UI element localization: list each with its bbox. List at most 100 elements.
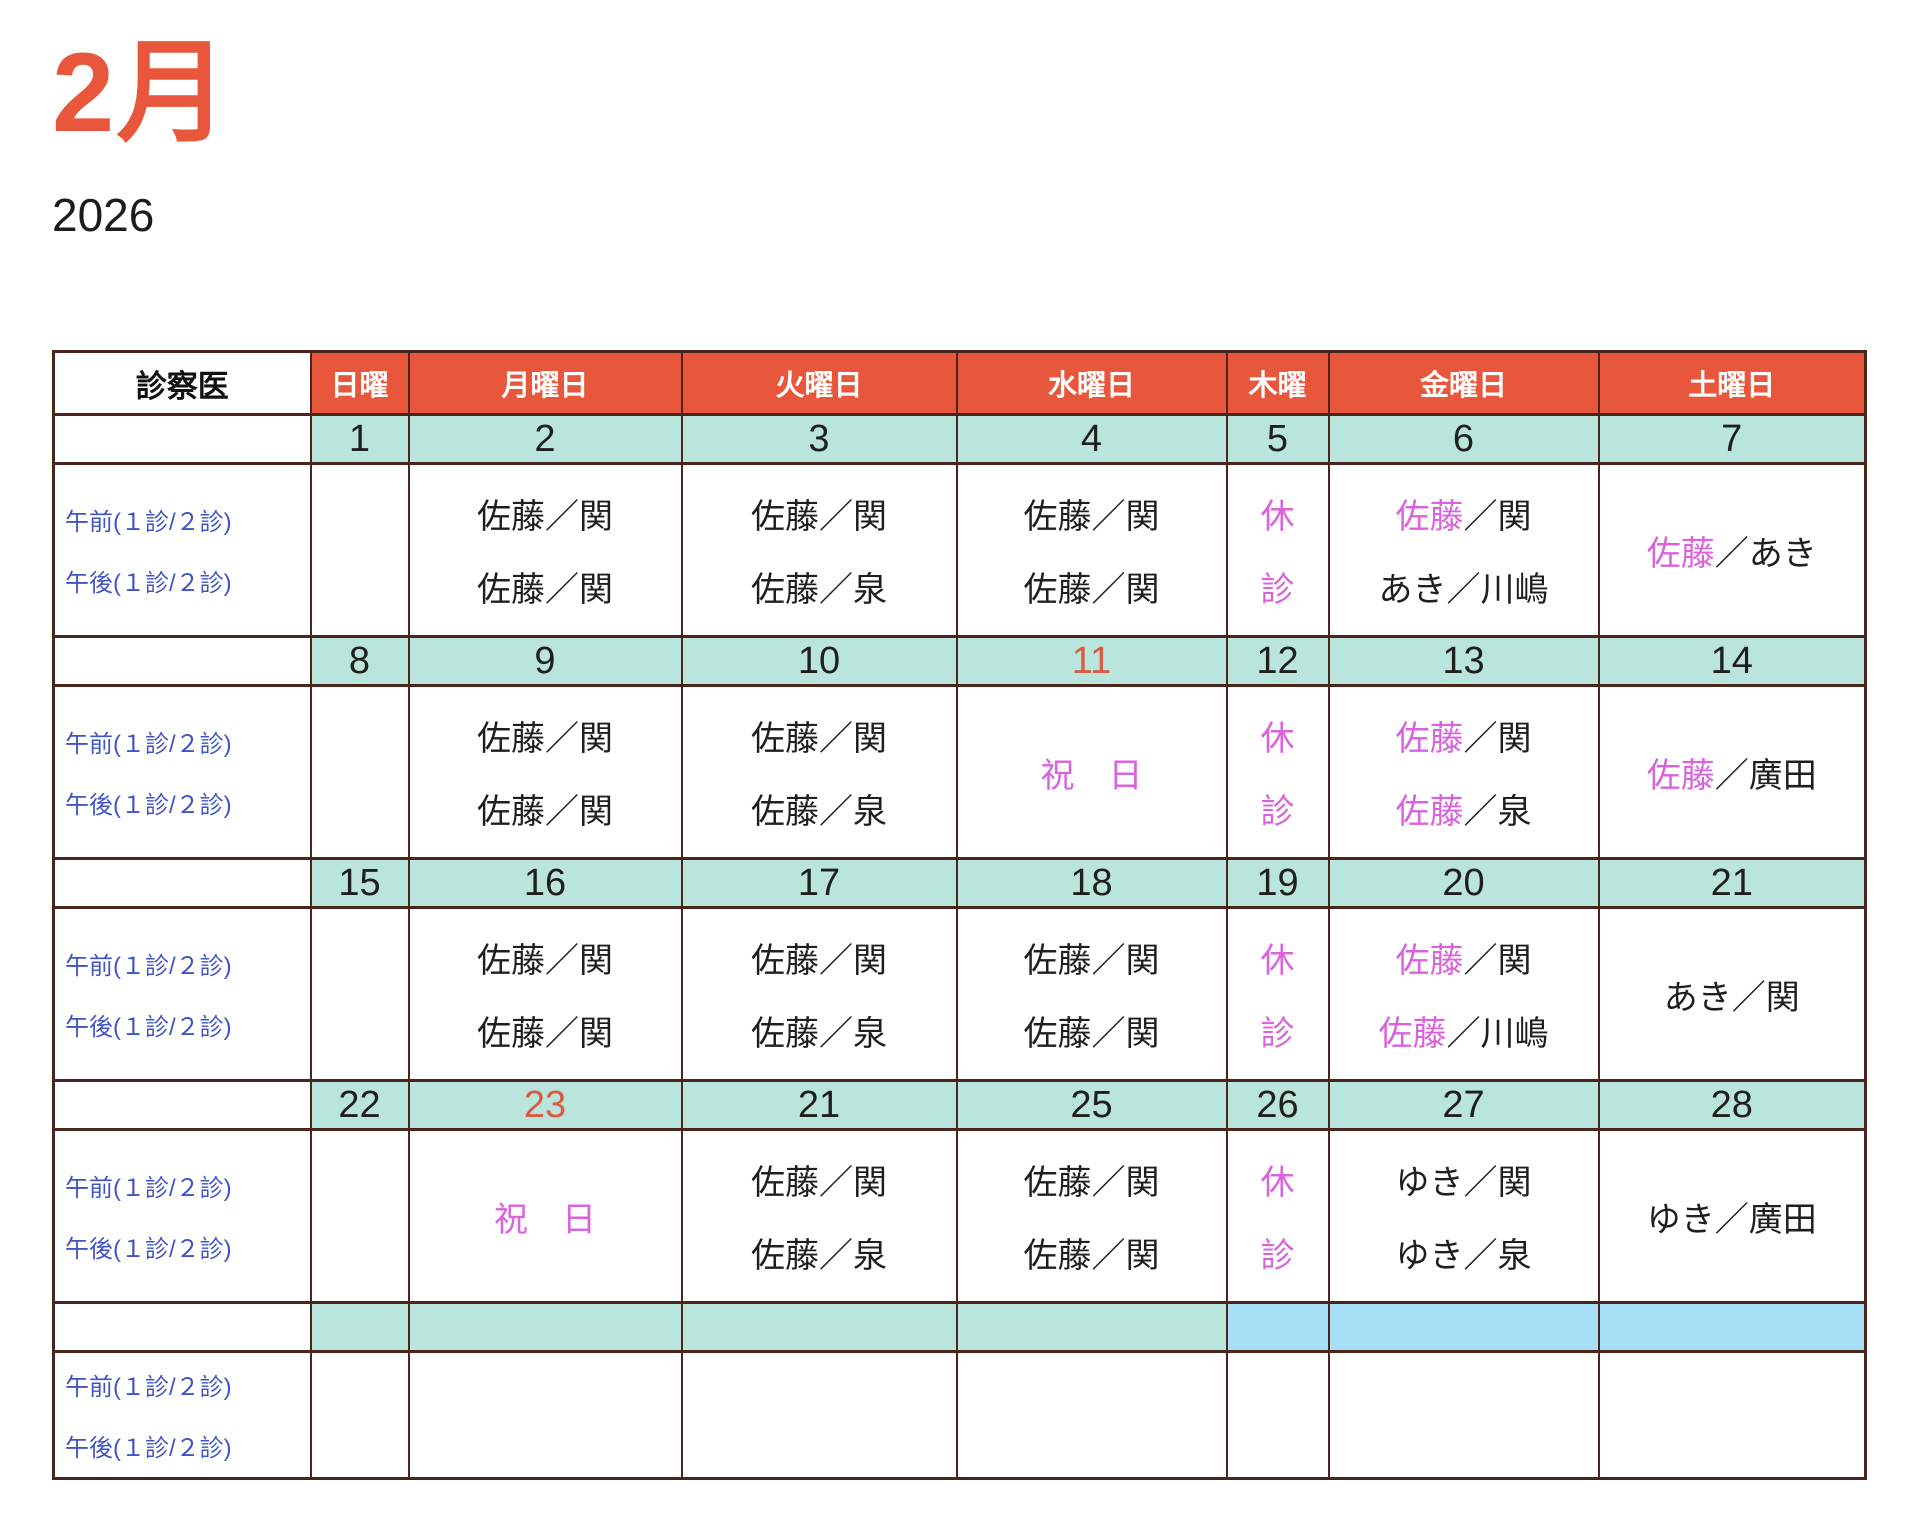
schedule-line: 佐藤／泉 xyxy=(751,562,887,611)
cell-lines: 佐藤／関 佐藤／関 xyxy=(958,1155,1226,1277)
cell-lines: あき／関 xyxy=(1600,970,1865,1019)
row-label-cell: 午前(１診/２診) 午後(１診/２診) xyxy=(52,1350,312,1480)
doctor-name: 佐藤／関 xyxy=(477,942,613,981)
date-cell-w2-sat: 14 xyxy=(1597,635,1867,688)
footer-schedule-cell-thu xyxy=(1225,1350,1330,1480)
footer-dates-spacer xyxy=(52,1301,312,1354)
doctor-name: 祝 日 xyxy=(494,1200,596,1239)
schedule-line: 休 xyxy=(1261,489,1295,538)
doctor-name: 佐藤 xyxy=(1646,756,1715,795)
schedule-line: 佐藤／関 xyxy=(1024,933,1160,982)
schedule-cell-w3-sat: あき／関 xyxy=(1597,906,1867,1082)
pm-label: 午後(１診/２診) xyxy=(65,1236,232,1264)
day-header-tue: 火曜日 xyxy=(680,350,958,416)
row-label-cell: 午前(１診/２診) 午後(１診/２診) xyxy=(52,684,312,860)
schedule-cell-w4-sat: ゆき／廣田 xyxy=(1597,1128,1867,1304)
schedule-line: 佐藤／関 xyxy=(477,784,613,833)
doctor-name: 佐藤／泉 xyxy=(751,571,887,610)
cell-lines: ゆき／関ゆき／泉 xyxy=(1330,1155,1598,1277)
schedule-line: 休 xyxy=(1261,933,1295,982)
day-header-wed: 水曜日 xyxy=(955,350,1228,416)
doctor-name: あき／川嶋 xyxy=(1378,571,1549,610)
dates-row-spacer xyxy=(52,857,312,910)
schedule-line: 診 xyxy=(1261,1228,1295,1277)
schedule-cell-w2-mon: 佐藤／関 佐藤／関 xyxy=(407,684,683,860)
row-label-lines: 午前(１診/２診) 午後(１診/２診) xyxy=(55,724,310,820)
footer-schedule-cell-mon xyxy=(407,1350,683,1480)
schedule-cell-w1-mon: 佐藤／関 佐藤／関 xyxy=(407,462,683,638)
row-label-cell: 午前(１診/２診) 午後(１診/２診) xyxy=(52,462,312,638)
schedule-cell-w4-sun xyxy=(309,1128,410,1304)
doctor-name: ／関 xyxy=(1463,720,1532,759)
date-cell-w4-thu: 26 xyxy=(1225,1079,1330,1132)
schedule-cell-w2-sat: 佐藤／廣田 xyxy=(1597,684,1867,860)
cell-lines: 休診 xyxy=(1228,1155,1328,1277)
doctor-name: 佐藤／関 xyxy=(1023,571,1160,610)
day-header-sat: 土曜日 xyxy=(1597,350,1867,416)
doctor-name: ゆき／関 xyxy=(1395,1164,1532,1203)
schedule-line: 佐藤／関 xyxy=(1024,1006,1160,1055)
footer-date-cell-fri xyxy=(1327,1301,1600,1354)
schedule-row-week-2: 午前(１診/２診) 午後(１診/２診) 佐藤／関 佐藤／関 佐藤／関 佐藤／泉祝 日休診佐… xyxy=(52,684,1867,860)
doctor-name: 休 xyxy=(1260,720,1295,759)
doctor-name: 佐藤 xyxy=(1646,534,1715,573)
date-cell-w2-wed: 11 xyxy=(955,635,1228,688)
date-cell-w2-mon: 9 xyxy=(407,635,683,688)
schedule-line: 休 xyxy=(1261,1155,1295,1204)
footer-schedule-cell-sat xyxy=(1597,1350,1867,1480)
cell-lines: 佐藤／関 あき／川嶋 xyxy=(1330,489,1598,611)
doctor-name: ゆき／廣田 xyxy=(1646,1200,1817,1239)
schedule-line: ゆき／泉 xyxy=(1396,1228,1532,1277)
doctor-name: ／泉 xyxy=(1463,793,1532,832)
date-cell-w4-sat: 28 xyxy=(1597,1079,1867,1132)
row-label-cell: 午前(１診/２診) 午後(１診/２診) xyxy=(52,1128,312,1304)
schedule-line: 佐藤／関 xyxy=(1024,489,1160,538)
schedule-cell-w1-fri: 佐藤／関 あき／川嶋 xyxy=(1327,462,1600,638)
cell-lines: 佐藤／関 佐藤／泉 xyxy=(683,711,956,833)
doctor-name: 休 xyxy=(1260,942,1295,981)
cell-lines: 佐藤／関 佐藤／泉 xyxy=(683,933,956,1055)
doctor-name: 佐藤／泉 xyxy=(751,793,887,832)
schedule-line: 佐藤／関 xyxy=(477,489,613,538)
schedule-cell-w2-wed: 祝 日 xyxy=(955,684,1228,860)
doctor-name: ／関 xyxy=(1463,942,1532,981)
schedule-cell-w4-mon: 祝 日 xyxy=(407,1128,683,1304)
schedule-cell-w4-fri: ゆき／関ゆき／泉 xyxy=(1327,1128,1600,1304)
schedule-table-body: 診察医 日曜 月曜日 火曜日 水曜日 木曜 金曜日 土曜日 1 2 3 4 5 6 7 午前(１診/２診) 午後… xyxy=(52,350,1867,1480)
doctor-name: 佐藤／関 xyxy=(1023,498,1160,537)
schedule-line: 祝 日 xyxy=(494,1192,596,1241)
footer-schedule-cell-wed xyxy=(955,1350,1228,1480)
date-cell-w1-sat: 7 xyxy=(1597,413,1867,466)
schedule-line: 佐藤／関 xyxy=(1024,562,1160,611)
day-header-thu: 木曜 xyxy=(1225,350,1330,416)
cell-lines: 祝 日 xyxy=(410,1192,681,1241)
schedule-line: 佐藤／関 xyxy=(1396,933,1532,982)
date-cell-w1-tue: 3 xyxy=(680,413,958,466)
date-cell-w3-wed: 18 xyxy=(955,857,1228,910)
schedule-line: 診 xyxy=(1261,562,1295,611)
schedule-cell-w3-fri: 佐藤／関 佐藤／川嶋 xyxy=(1327,906,1600,1082)
schedule-line: 佐藤／関 xyxy=(751,1155,887,1204)
row-label-lines: 午前(１診/２診) 午後(１診/２診) xyxy=(55,1168,310,1264)
date-cell-w2-fri: 13 xyxy=(1327,635,1600,688)
schedule-line: 佐藤／関 xyxy=(751,933,887,982)
day-header-mon: 月曜日 xyxy=(407,350,683,416)
doctor-name: 診 xyxy=(1260,793,1295,832)
schedule-line: 佐藤／関 xyxy=(1024,1228,1160,1277)
schedule-line: あき／川嶋 xyxy=(1379,562,1549,611)
cell-lines: 佐藤／関 佐藤／関 xyxy=(410,489,681,611)
cell-lines: 休診 xyxy=(1228,489,1328,611)
schedule-cell-w4-wed: 佐藤／関 佐藤／関 xyxy=(955,1128,1228,1304)
dates-row-week-2: 8 9 10 11 12 13 14 xyxy=(52,635,1867,688)
doctor-name: 佐藤／関 xyxy=(477,1015,613,1054)
cell-lines: 休診 xyxy=(1228,711,1328,833)
date-cell-w1-wed: 4 xyxy=(955,413,1228,466)
schedule-cell-w3-sun xyxy=(309,906,410,1082)
doctor-name: 佐藤／関 xyxy=(1023,942,1160,981)
dates-row-week-3: 15 16 17 18 19 20 21 xyxy=(52,857,1867,910)
cell-lines: 佐藤／関 佐藤／泉 xyxy=(683,1155,956,1277)
schedule-cell-w2-thu: 休診 xyxy=(1225,684,1330,860)
cell-lines: 佐藤／関 佐藤／泉 xyxy=(683,489,956,611)
cell-lines: 佐藤／関 佐藤／関 xyxy=(958,933,1226,1055)
